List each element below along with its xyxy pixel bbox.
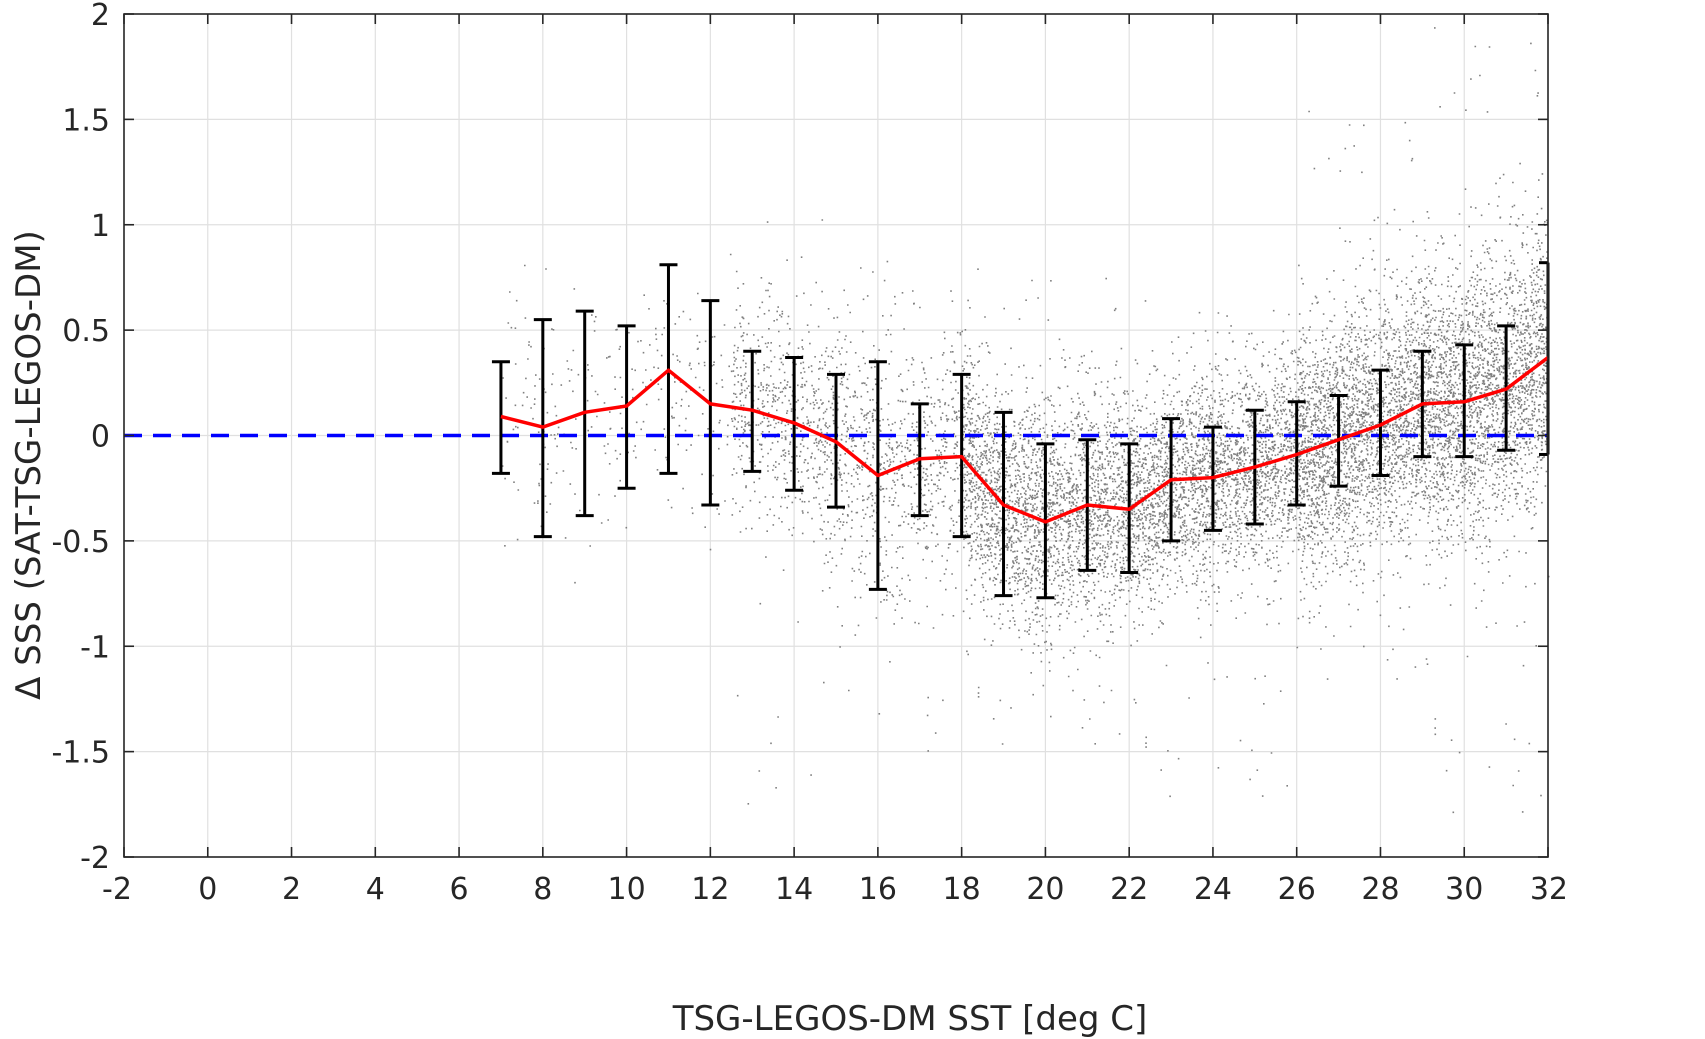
y-tick-label: -1.5 — [51, 736, 110, 771]
y-tick-label: 1.5 — [62, 103, 110, 138]
y-tick-label: 0 — [91, 420, 110, 455]
y-tick-label: -0.5 — [51, 525, 110, 560]
x-tick-label: 24 — [1194, 872, 1232, 907]
y-tick-label: -2 — [80, 841, 110, 876]
y-tick-label: -1 — [80, 630, 110, 665]
x-tick-label: 32 — [1530, 872, 1568, 907]
x-tick-label: 10 — [607, 872, 645, 907]
x-tick-label: 6 — [450, 872, 469, 907]
x-tick-label: -2 — [102, 872, 132, 907]
x-tick-label: 30 — [1445, 872, 1483, 907]
y-tick-labels: 2 1.5 1 0.5 0 -0.5 -1 -1.5 -2 — [51, 0, 110, 876]
x-tick-label: 4 — [366, 872, 385, 907]
error-bar — [1371, 368, 1390, 478]
mean-line-group — [500, 356, 1550, 524]
x-tick-label: 20 — [1026, 872, 1064, 907]
x-tick-label: 12 — [691, 872, 729, 907]
x-tick-label: 2 — [282, 872, 301, 907]
y-tick-label: 1 — [91, 209, 110, 244]
x-tick-labels: -2 0 2 4 6 8 10 12 14 16 18 20 22 24 26 28 30 32 — [102, 872, 1568, 907]
x-tick-label: 18 — [943, 872, 981, 907]
x-tick-label: 28 — [1361, 872, 1399, 907]
mean-line — [500, 356, 1550, 524]
x-tick-label: 16 — [859, 872, 897, 907]
x-axis-title: TSG-LEGOS-DM SST [deg C] — [672, 999, 1148, 1039]
x-tick-label: 26 — [1278, 872, 1316, 907]
x-tick-label: 8 — [533, 872, 552, 907]
x-tick-label: 0 — [198, 872, 217, 907]
x-tick-label: 22 — [1110, 872, 1148, 907]
x-tick-label: 14 — [775, 872, 813, 907]
axes — [123, 13, 1549, 858]
y-axis-title: Δ SSS (SAT-TSG-LEGOS-DM) — [9, 230, 49, 700]
y-tick-label: 0.5 — [62, 314, 110, 349]
y-tick-label: 2 — [91, 0, 110, 33]
